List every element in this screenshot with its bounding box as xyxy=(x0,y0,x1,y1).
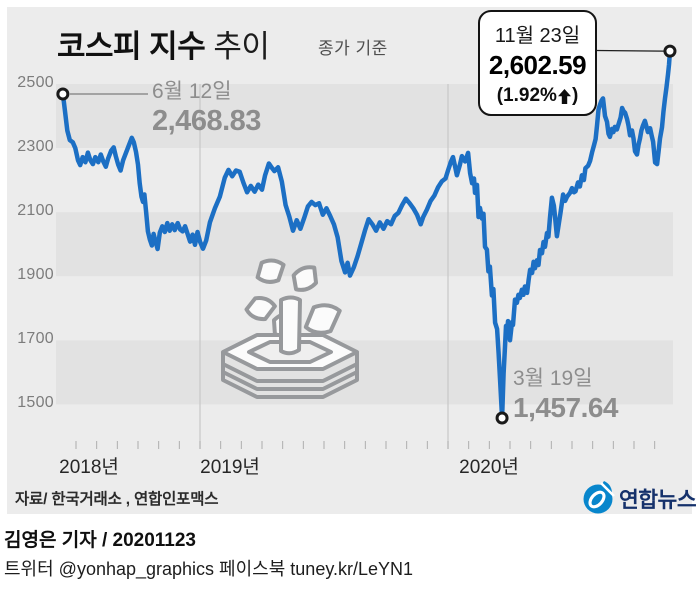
subtitle: 종가 기준 xyxy=(318,39,388,58)
paper-icon xyxy=(244,296,277,322)
data-point-marker xyxy=(495,411,509,425)
data-point-marker xyxy=(56,87,70,101)
x-axis-label: 2018년 xyxy=(59,457,119,478)
callout-change: (1.92% ) xyxy=(480,85,595,107)
paper-icon xyxy=(291,265,319,292)
page-title: 코스피 지수 추이 xyxy=(57,21,270,66)
data-point-marker xyxy=(663,44,677,58)
source-note: 자료/ 한국거래소 , 연합인포맥스 xyxy=(15,491,219,508)
annotation-june-12: 6월 12일 2,468.83 xyxy=(152,80,261,138)
y-axis-label: 2500 xyxy=(17,74,54,91)
basket-illustration xyxy=(221,258,359,399)
x-axis-label: 2020년 xyxy=(459,457,519,478)
basket-groove xyxy=(222,362,358,383)
y-axis-label: 1900 xyxy=(17,266,54,284)
paper-icon xyxy=(303,303,342,335)
basket-body xyxy=(221,352,359,399)
annotation-value: 2,468.83 xyxy=(152,105,261,138)
y-axis-label: 2100 xyxy=(17,202,54,220)
annotation-date: 3월 19일 xyxy=(513,367,593,390)
latest-value-callout: 11월 23일 2,602.59 (1.92% ) xyxy=(478,10,597,116)
annotation-march-19: 3월 19일 1,457.64 xyxy=(513,367,619,424)
y-axis-label: 1700 xyxy=(17,330,54,348)
paper-icon xyxy=(279,295,302,356)
grid-band xyxy=(56,340,673,405)
callout-change-text: (1.92% xyxy=(496,85,557,106)
yonhap-logo: 연합뉴스 xyxy=(581,480,697,516)
y-axis-label: 1500 xyxy=(17,394,54,412)
y-axis-label: 2300 xyxy=(17,138,54,156)
paper-icon xyxy=(255,258,286,284)
basket-groove xyxy=(222,370,358,391)
callout-value: 2,602.59 xyxy=(488,50,587,80)
yonhap-logo-icon xyxy=(583,481,615,514)
up-arrow-icon xyxy=(557,88,571,104)
title-main: 코스피 지수 xyxy=(57,29,206,64)
annotation-value: 1,457.64 xyxy=(513,392,619,424)
title-suffix: 추이 xyxy=(205,29,270,64)
yonhap-logo-text: 연합뉴스 xyxy=(619,487,697,512)
x-axis-label: 2019년 xyxy=(200,457,260,478)
callout-date: 11월 23일 xyxy=(494,25,581,47)
byline: 김영은 기자 / 20201123 xyxy=(4,530,197,551)
callout-connector xyxy=(596,49,664,52)
social-links-line: 트위터 @yonhap_graphics 페이스북 tuney.kr/LeYN1 xyxy=(4,559,414,579)
kospi-line xyxy=(60,48,673,421)
callout-change-close: ) xyxy=(571,85,579,106)
annotation-date: 6월 12일 xyxy=(152,80,232,103)
